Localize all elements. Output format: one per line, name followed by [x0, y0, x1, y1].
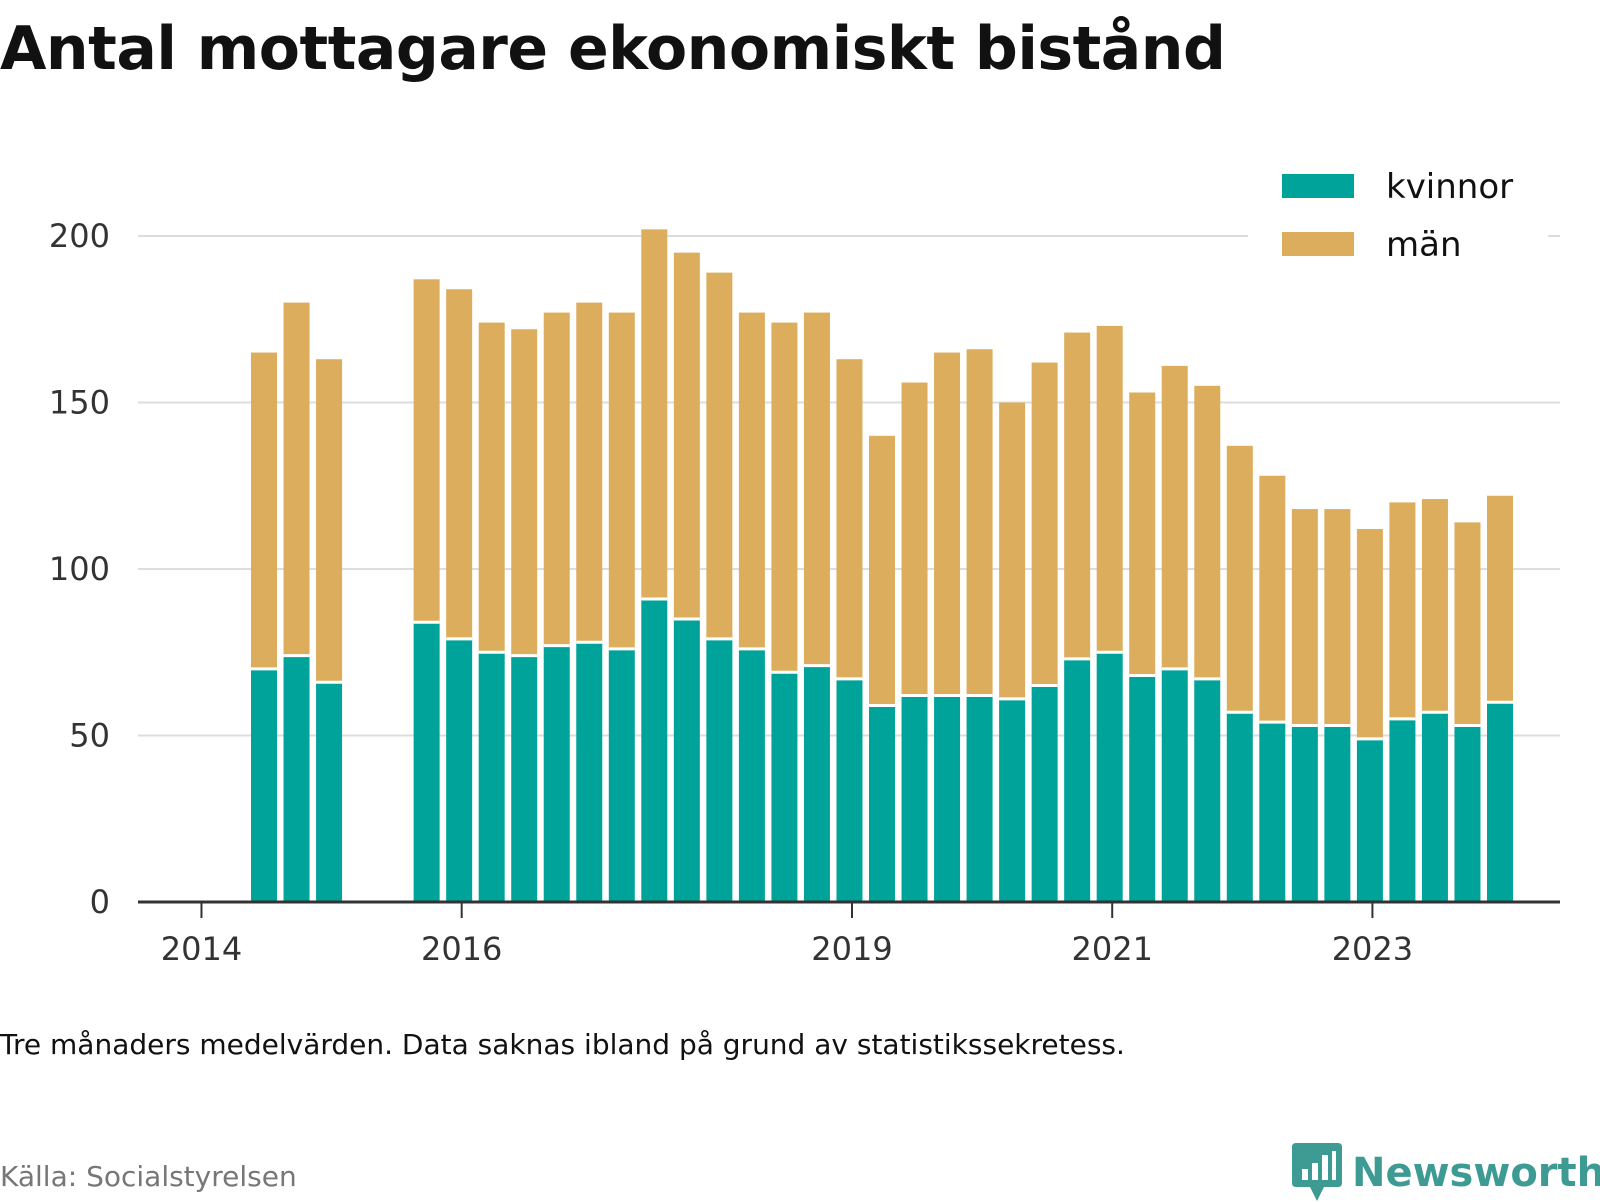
newsworthy-logo[interactable]: Newsworthy — [1292, 1143, 1600, 1203]
bar-man — [1421, 499, 1448, 713]
legend-swatch — [1282, 174, 1354, 198]
bar-man — [1031, 362, 1058, 686]
legend-label: kvinnor — [1386, 167, 1513, 207]
bar-kvinnor — [251, 668, 277, 902]
bar-stacks — [251, 229, 1513, 902]
bar-chart: 0 50 100 150 200 2014 2016 2019 2021 2023 kvinnor… — [49, 160, 1560, 960]
bar-kvinnor — [1064, 658, 1091, 902]
y-tick-label: 50 — [69, 717, 110, 755]
bar-kvinnor — [869, 705, 895, 902]
bar-kvinnor — [966, 695, 993, 902]
x-tick-label: 2016 — [421, 930, 502, 960]
bar-man — [478, 322, 505, 653]
bar-kvinnor — [283, 655, 310, 902]
bar-kvinnor — [803, 665, 830, 902]
bar-kvinnor — [478, 652, 505, 902]
bar-man — [1096, 325, 1123, 653]
bar-kvinnor — [999, 698, 1026, 902]
bar-kvinnor — [1421, 712, 1448, 902]
bar-kvinnor — [934, 695, 961, 902]
x-tick-label: 2019 — [811, 930, 892, 960]
bar-kvinnor — [771, 672, 798, 902]
logo-text: Newsworthy — [1352, 1150, 1600, 1196]
bar-man — [1487, 495, 1513, 703]
bar-man — [836, 359, 863, 679]
bar-man — [1356, 529, 1383, 739]
x-tick-label: 2023 — [1332, 930, 1413, 960]
logo-bubble-icon — [1292, 1143, 1342, 1201]
bar-man — [283, 302, 310, 656]
bar-kvinnor — [1129, 675, 1156, 902]
chart-title: Antal mottagare ekonomiskt bistånd — [0, 14, 1226, 84]
bar-man — [413, 279, 440, 623]
bar-man — [706, 272, 733, 639]
bar-kvinnor — [1194, 678, 1221, 902]
x-tick-label: 2014 — [161, 930, 242, 960]
bar-kvinnor — [1454, 725, 1481, 902]
legend: kvinnor män — [1248, 160, 1548, 270]
bar-man — [1454, 522, 1481, 726]
bar-kvinnor — [1161, 668, 1188, 902]
legend-label: män — [1386, 225, 1462, 265]
bar-kvinnor — [738, 648, 765, 902]
bar-kvinnor — [1096, 652, 1123, 902]
y-tick-label: 0 — [90, 883, 110, 921]
bar-man — [738, 312, 765, 649]
chart-note: Tre månaders medelvärden. Data saknas ib… — [0, 1028, 1125, 1061]
bar-kvinnor — [576, 642, 603, 902]
bar-man — [901, 382, 928, 696]
bar-kvinnor — [1226, 712, 1253, 902]
bar-kvinnor — [543, 645, 570, 902]
y-tick-label: 100 — [49, 550, 110, 588]
x-tick-label: 2021 — [1071, 930, 1152, 960]
bar-man — [966, 349, 993, 696]
bar-kvinnor — [901, 695, 928, 902]
bar-kvinnor — [446, 638, 473, 902]
bar-man — [1259, 475, 1286, 723]
bar-man — [1161, 365, 1188, 669]
bar-kvinnor — [706, 638, 733, 902]
y-tick-label: 200 — [49, 217, 110, 255]
bar-kvinnor — [836, 678, 863, 902]
bar-man — [673, 252, 700, 619]
bar-man — [608, 312, 635, 649]
bar-kvinnor — [1291, 725, 1318, 902]
bar-kvinnor — [1324, 725, 1351, 902]
bar-man — [1389, 502, 1416, 719]
bar-kvinnor — [641, 598, 668, 902]
bar-man — [1226, 445, 1253, 713]
bar-kvinnor — [608, 648, 635, 902]
bar-man — [771, 322, 798, 673]
bar-man — [576, 302, 603, 643]
bar-kvinnor — [511, 655, 538, 902]
bar-kvinnor — [1389, 718, 1416, 902]
legend-swatch — [1282, 232, 1354, 256]
bar-man — [999, 402, 1026, 699]
y-tick-label: 150 — [49, 384, 110, 422]
bar-man — [543, 312, 570, 646]
bar-kvinnor — [413, 622, 440, 902]
bar-man — [511, 329, 538, 656]
bar-kvinnor — [1487, 702, 1513, 902]
source-credit: Källa: Socialstyrelsen — [0, 1160, 297, 1193]
bar-man — [1194, 385, 1221, 679]
axes: 0 50 100 150 200 2014 2016 2019 2021 2023 — [49, 217, 1560, 960]
bar-kvinnor — [1356, 738, 1383, 902]
bar-man — [251, 352, 277, 669]
bar-man — [803, 312, 830, 666]
bar-man — [1324, 509, 1351, 726]
bar-kvinnor — [673, 618, 700, 902]
bar-man — [869, 435, 895, 706]
bar-man — [641, 229, 668, 599]
bar-man — [446, 289, 473, 639]
bar-kvinnor — [316, 682, 343, 902]
bar-man — [1064, 332, 1091, 659]
bar-man — [316, 359, 343, 683]
bar-kvinnor — [1259, 722, 1286, 902]
bar-kvinnor — [1031, 685, 1058, 902]
bar-man — [934, 352, 961, 696]
bar-man — [1129, 392, 1156, 676]
bar-man — [1291, 509, 1318, 726]
